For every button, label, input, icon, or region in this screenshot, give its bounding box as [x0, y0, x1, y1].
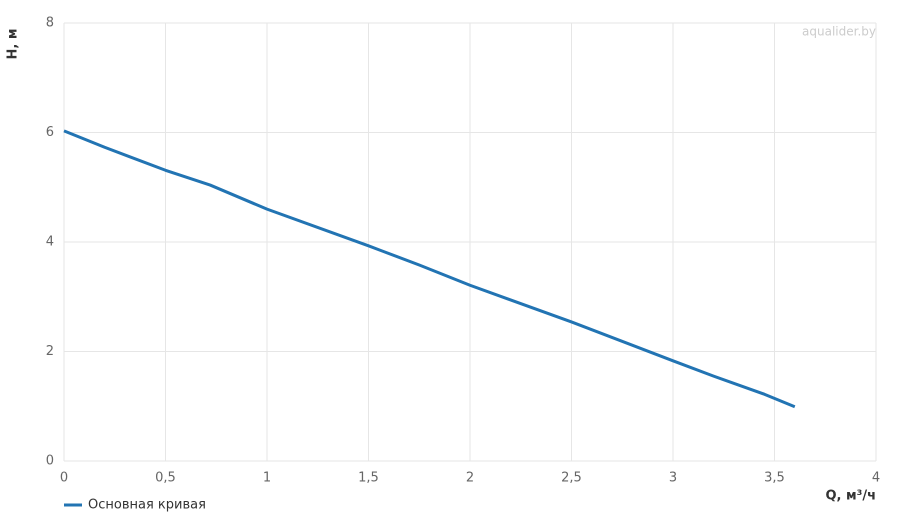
y-tick-label: 6 — [46, 125, 54, 140]
line — [63, 129, 796, 409]
y-axis-label: H, м — [6, 29, 21, 60]
legend-label: Основная кривая — [88, 498, 206, 513]
y-tick-label: 2 — [46, 344, 54, 359]
x-tick-label: 2 — [466, 471, 474, 486]
x-tick-label: 1,5 — [358, 471, 379, 486]
watermark: aqualider.by — [802, 25, 876, 39]
x-tick-label: 0,5 — [155, 471, 176, 486]
y-tick-label: 8 — [46, 16, 54, 31]
x-tick-label: 2,5 — [561, 471, 582, 486]
x-tick-label: 0 — [60, 471, 68, 486]
y-tick-label: 0 — [46, 454, 54, 469]
x-tick-label: 1 — [263, 471, 271, 486]
x-tick-label: 3,5 — [764, 471, 785, 486]
x-tick-label: 3 — [669, 471, 677, 486]
x-tick-label: 4 — [872, 471, 880, 486]
y-tick-label: 4 — [46, 235, 54, 250]
x-axis-label: Q, м³/ч — [825, 489, 876, 504]
